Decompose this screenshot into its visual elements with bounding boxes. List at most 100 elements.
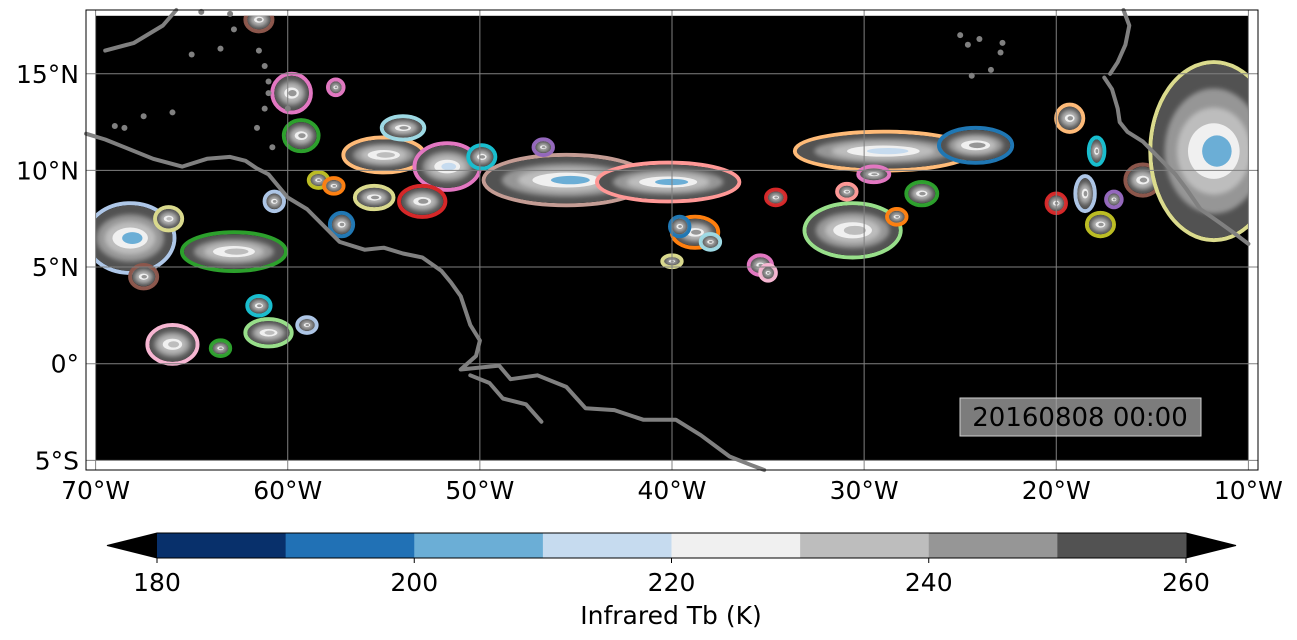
coastline-layer	[84, 8, 1251, 472]
cloud-core	[843, 225, 866, 235]
coastline	[468, 373, 544, 424]
cloud-contour	[153, 205, 185, 233]
cloud-system	[243, 15, 275, 34]
colorbar-segment	[157, 533, 287, 558]
cloud-contour	[243, 15, 275, 34]
cloud-core	[866, 147, 909, 155]
cloud-contour	[885, 207, 909, 227]
colorbar-segment	[928, 533, 1058, 558]
island	[265, 78, 272, 85]
longitude-label: 10°W	[1214, 476, 1283, 505]
cloud-system	[764, 187, 788, 208]
cloud-core	[288, 89, 297, 97]
cloud-core	[219, 347, 223, 350]
cloud-system	[179, 230, 288, 273]
cloud-core	[264, 330, 275, 335]
cloud-core	[541, 146, 546, 149]
island	[261, 63, 268, 70]
cloud-contour	[936, 125, 1015, 165]
cloud-systems-layer	[95, 15, 1249, 366]
cloud-system	[856, 164, 892, 185]
cloud-contour	[326, 77, 346, 98]
cloud-contour	[295, 315, 319, 335]
cloud-core	[919, 191, 926, 196]
cloud-system	[531, 137, 555, 158]
cloud-contour	[764, 187, 788, 208]
cloud-contour	[379, 114, 427, 142]
island	[253, 124, 260, 131]
latitude-label: 5°N	[32, 253, 79, 282]
gridlines	[86, 10, 1258, 470]
latitude-label: 0°	[51, 350, 79, 379]
cloud-core	[334, 86, 338, 89]
coastline	[84, 131, 767, 472]
cloud-core	[257, 304, 262, 308]
cloud-core	[871, 173, 878, 176]
island	[140, 113, 147, 120]
island	[227, 10, 234, 17]
cloud-core	[1095, 149, 1099, 154]
island	[265, 90, 272, 97]
timestamp-label: 20160808 00:00	[972, 403, 1188, 433]
colorbar-under-arrow	[107, 533, 157, 558]
cloud-system	[322, 176, 346, 196]
cloud-system	[1104, 189, 1124, 210]
cloud-system	[466, 143, 498, 171]
cloud-core	[418, 198, 429, 204]
cloud-core	[256, 17, 263, 22]
cloud-contour	[531, 137, 555, 158]
cloud-system	[1073, 174, 1097, 214]
cloud-core	[141, 274, 147, 279]
cloud-contour	[397, 183, 448, 219]
cloud-system	[270, 71, 313, 115]
cloud-contour	[243, 317, 294, 349]
cloud-system	[153, 205, 185, 233]
colorbar-segment	[671, 533, 801, 558]
longitude-label: 30°W	[830, 476, 899, 505]
coastline	[103, 8, 179, 53]
coastline	[1108, 8, 1132, 76]
colorbar-ticks: 180 200 220 240 260	[133, 558, 1210, 597]
colorbar-tick-label: 200	[390, 568, 438, 597]
cloud-contour	[327, 210, 356, 239]
island	[217, 45, 224, 52]
cloud-core	[441, 162, 457, 171]
cloud-core	[1083, 190, 1088, 197]
cloud-contour	[262, 189, 286, 214]
cloud-core	[168, 341, 180, 348]
cloud-system	[208, 338, 233, 359]
cloud-contour	[208, 338, 233, 359]
longitude-label: 20°W	[1022, 476, 1091, 505]
island	[976, 35, 983, 42]
colorbar: 180 200 220 240 260 Infrared Tb (K)	[106, 532, 1237, 630]
island	[261, 105, 268, 112]
cloud-system	[668, 214, 692, 239]
cloud-system	[245, 293, 273, 318]
colorbar-tick-label: 180	[133, 568, 181, 597]
cloud-contour	[466, 143, 498, 171]
latitude-label: 5°S	[35, 446, 79, 475]
cloud-core	[317, 179, 321, 182]
cloud-contour	[1104, 189, 1124, 210]
cloud-system	[802, 201, 903, 260]
cloud-contour	[1073, 174, 1097, 214]
cloud-system	[128, 263, 160, 291]
cloud-contour	[281, 118, 321, 154]
cloud-contour	[594, 160, 742, 204]
cloud-system	[698, 232, 723, 252]
cloud-core	[122, 232, 143, 244]
latitude-tick-labels: 15°N 10°N 5°N 0° 5°S	[16, 60, 79, 476]
cloud-core	[370, 195, 380, 200]
colorbar-title: Infrared Tb (K)	[580, 601, 762, 630]
cloud-system	[262, 189, 286, 214]
island	[987, 66, 994, 73]
cloud-core	[479, 155, 486, 159]
longitude-label: 40°W	[637, 476, 706, 505]
island	[230, 26, 237, 33]
cloud-core	[895, 215, 900, 218]
cloud-contour	[904, 179, 940, 208]
cloud-core	[376, 152, 395, 158]
cloud-system	[243, 317, 294, 349]
island	[999, 39, 1006, 46]
